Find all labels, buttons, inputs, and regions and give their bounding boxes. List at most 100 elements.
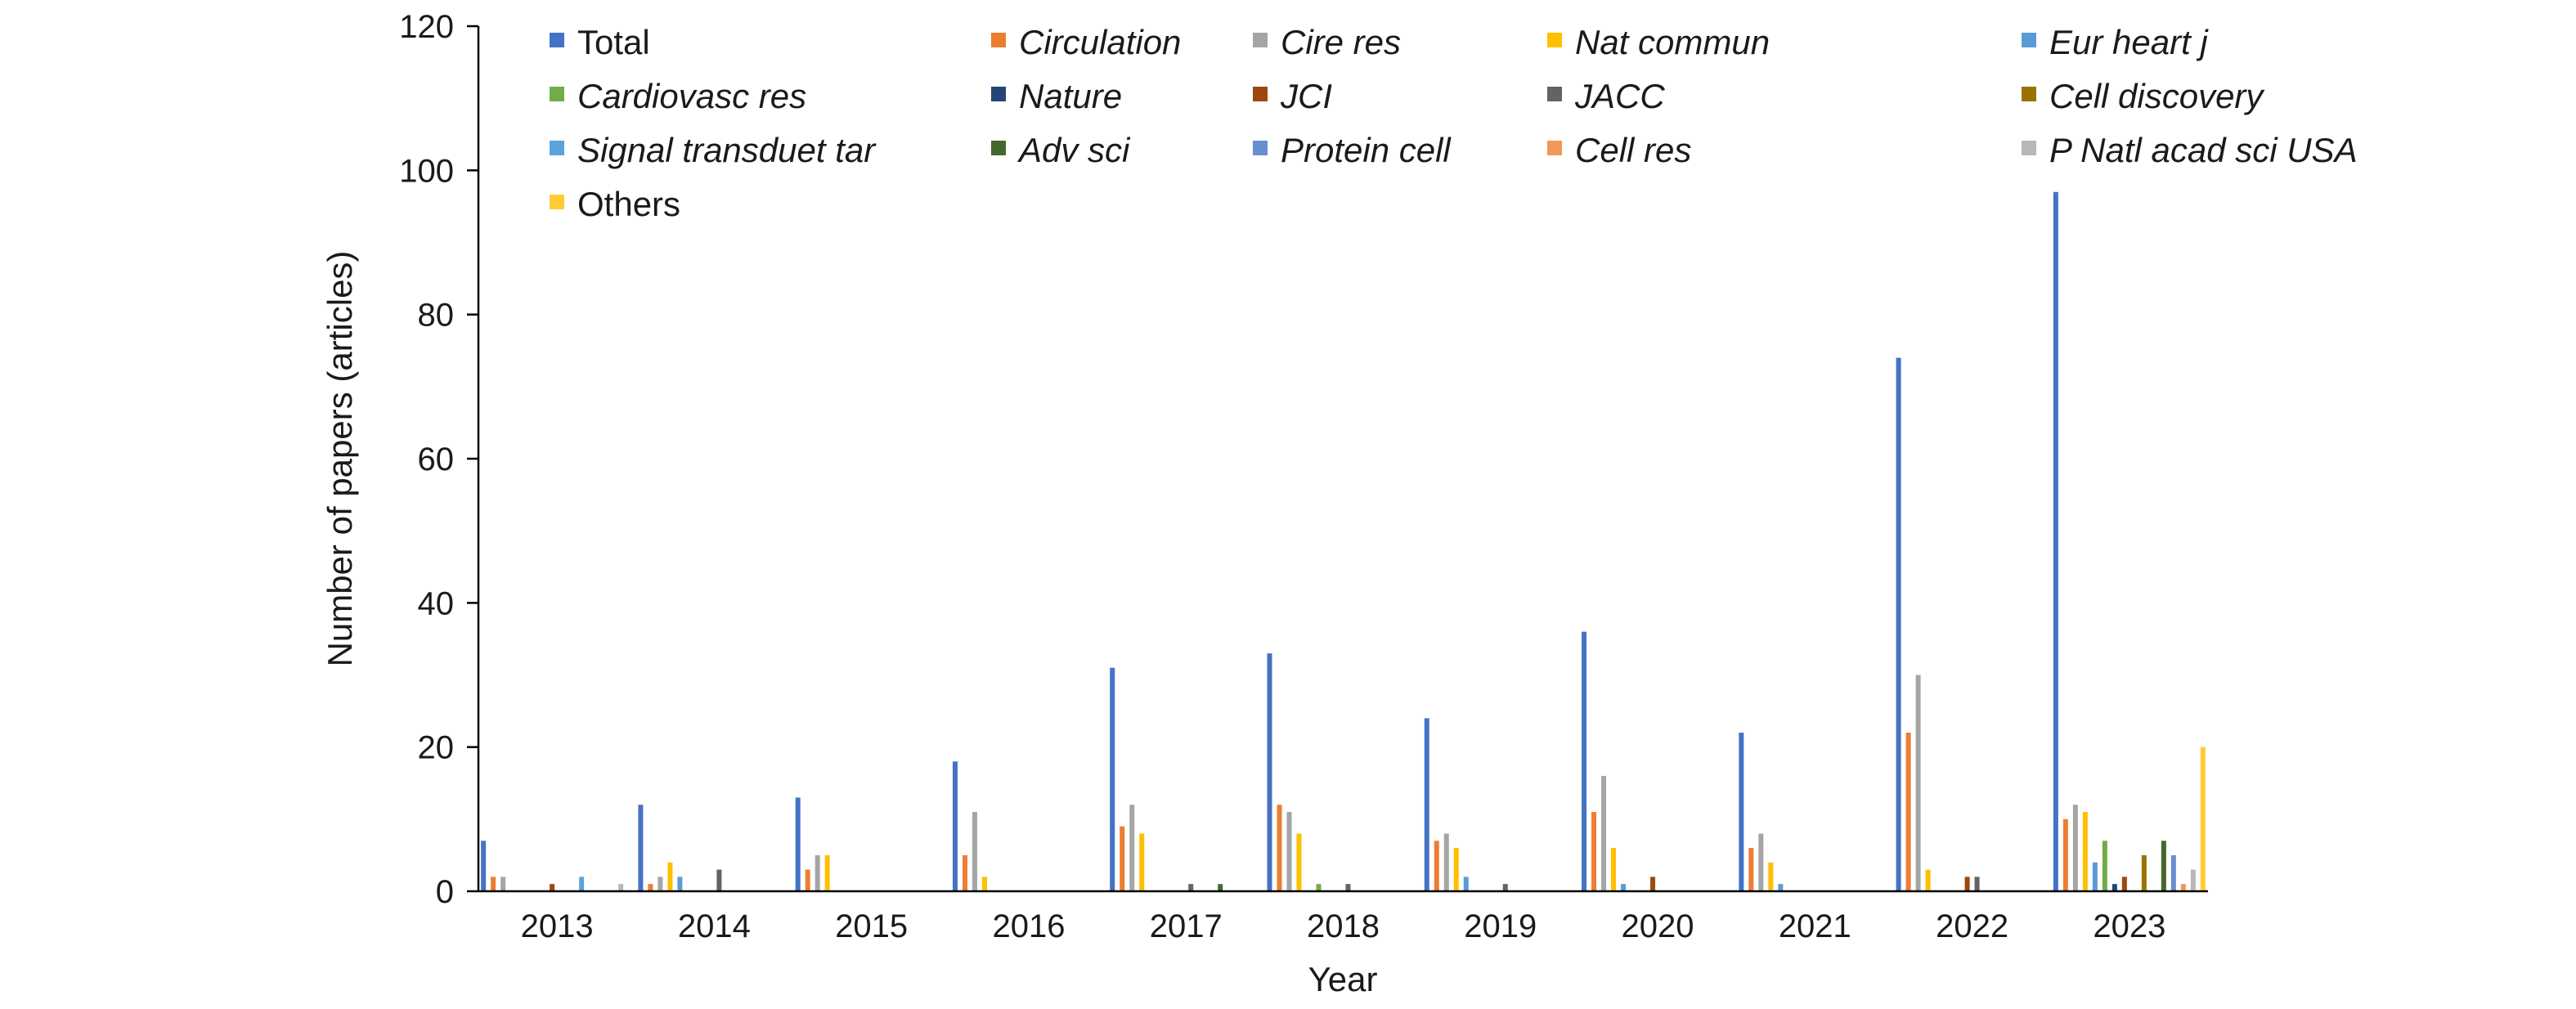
legend-swatch-cire-res	[1253, 33, 1268, 47]
bar-total-2016	[952, 761, 958, 891]
bar-adv-sci-2023	[2161, 841, 2166, 891]
bar-cardiovasc-res-2018	[1316, 884, 1322, 891]
bar-cire-res-2017	[1129, 805, 1135, 891]
bar-nat-commun-2022	[1925, 869, 1931, 891]
bar-others-2023	[2200, 747, 2206, 891]
legend-swatch-adv-sci	[991, 141, 1006, 155]
bar-circulation-2016	[962, 854, 967, 891]
legend-label-jci: JCI	[1280, 77, 1332, 115]
x-tick-label: 2019	[1464, 908, 1537, 944]
bar-total-2018	[1267, 653, 1272, 891]
bar-total-2019	[1424, 718, 1429, 891]
x-tick-label: 2015	[835, 908, 908, 944]
bar-cire-res-2019	[1443, 833, 1449, 891]
bar-nature-2023	[2112, 884, 2117, 891]
bars-layer	[481, 191, 2206, 892]
bar-jci-2020	[1650, 877, 1656, 891]
bar-p-natl-acad-sci-usa-2013	[618, 884, 624, 891]
bar-jci-2023	[2121, 877, 2127, 891]
bar-circulation-2020	[1591, 812, 1597, 891]
bar-adv-sci-2017	[1218, 884, 1223, 891]
legend-label-eur-heart-j: Eur heart j	[2049, 23, 2209, 61]
bar-cire-res-2013	[500, 877, 506, 891]
bar-cardiovasc-res-2023	[2102, 841, 2107, 891]
bar-total-2020	[1582, 631, 1587, 891]
legend-swatch-cell-res	[1547, 141, 1562, 155]
x-tick-label: 2018	[1307, 908, 1380, 944]
bar-nat-commun-2019	[1453, 848, 1459, 891]
legend-label-nature: Nature	[1019, 77, 1122, 115]
x-tick-label: 2022	[1936, 908, 2008, 944]
y-tick-label: 120	[399, 9, 454, 45]
legend-label-adv-sci: Adv sci	[1016, 131, 1131, 169]
bar-jci-2022	[1964, 877, 1970, 891]
bar-cell-discovery-2023	[2141, 854, 2147, 891]
y-tick-label: 100	[399, 153, 454, 189]
bar-jacc-2018	[1345, 884, 1351, 891]
bar-eur-heart-j-2020	[1621, 884, 1627, 891]
legend-swatch-circulation	[991, 33, 1006, 47]
bar-cire-res-2015	[815, 854, 820, 891]
bar-eur-heart-j-2019	[1463, 877, 1469, 891]
x-tick-label: 2014	[678, 908, 751, 944]
legend-label-cire-res: Cire res	[1281, 23, 1401, 61]
legend-label-total: Total	[577, 23, 650, 61]
y-tick-label: 40	[418, 585, 455, 621]
legend-label-circulation: Circulation	[1019, 23, 1181, 61]
legend: Total Circulation Cire res Nat commun Eur he…	[550, 23, 2358, 223]
bar-cell-res-2023	[2180, 884, 2186, 891]
legend-swatch-p-natl-acad-sci-usa	[2022, 141, 2036, 155]
bar-circulation-2023	[2062, 818, 2068, 891]
bar-total-2023	[2053, 191, 2058, 892]
y-axis-title: Number of papers (articles)	[321, 251, 359, 667]
bar-total-2021	[1739, 733, 1744, 891]
bar-circulation-2014	[648, 884, 653, 891]
y-tick-label: 20	[418, 730, 455, 766]
bar-signal-transduet-tar-2013	[579, 877, 585, 891]
x-tick-label: 2021	[1779, 908, 1851, 944]
legend-swatch-nature	[991, 87, 1006, 101]
y-tick-label: 80	[418, 298, 455, 334]
legend-swatch-jacc	[1547, 87, 1562, 101]
legend-label-signal-transduet-tar: Signal transduet tar	[577, 131, 877, 169]
y-tick-label: 60	[418, 442, 455, 478]
legend-label-cell-res: Cell res	[1575, 131, 1691, 169]
bar-cire-res-2023	[2072, 805, 2078, 891]
legend-label-others: Others	[577, 185, 680, 223]
bar-cire-res-2018	[1286, 812, 1292, 891]
legend-swatch-total	[550, 33, 564, 47]
bar-eur-heart-j-2021	[1778, 884, 1784, 891]
bar-jacc-2019	[1502, 884, 1508, 891]
legend-swatch-cardiovasc-res	[550, 87, 564, 101]
bar-jacc-2014	[716, 869, 722, 891]
bar-nat-commun-2015	[824, 854, 830, 891]
bar-nat-commun-2021	[1768, 862, 1774, 891]
x-tick-label: 2013	[521, 908, 594, 944]
bar-total-2017	[1110, 667, 1115, 891]
bar-cire-res-2014	[657, 877, 663, 891]
bar-eur-heart-j-2023	[2092, 862, 2098, 891]
bar-circulation-2021	[1748, 848, 1754, 891]
bar-nat-commun-2023	[2082, 812, 2088, 891]
legend-label-protein-cell: Protein cell	[1281, 131, 1452, 169]
bar-p-natl-acad-sci-usa-2023	[2190, 869, 2196, 891]
x-tick-label: 2017	[1150, 908, 1223, 944]
bar-total-2014	[638, 805, 644, 891]
bar-jacc-2017	[1188, 884, 1194, 891]
bar-nat-commun-2017	[1139, 833, 1145, 891]
x-tick-label: 2020	[1622, 908, 1694, 944]
legend-swatch-jci	[1253, 87, 1268, 101]
legend-swatch-signal-transduet-tar	[550, 141, 564, 155]
bar-cire-res-2016	[972, 812, 977, 891]
legend-swatch-nat-commun	[1547, 33, 1562, 47]
bar-circulation-2018	[1277, 805, 1282, 891]
legend-label-jacc: JACC	[1574, 77, 1665, 115]
bar-cire-res-2020	[1601, 775, 1607, 891]
x-tick-label: 2016	[992, 908, 1065, 944]
bar-nat-commun-2016	[981, 877, 987, 891]
bar-circulation-2013	[491, 877, 496, 891]
legend-swatch-cell-discovery	[2022, 87, 2036, 101]
legend-label-p-natl-acad-sci-usa: P Natl acad sci USA	[2049, 131, 2358, 169]
y-tick-label: 0	[436, 874, 454, 910]
